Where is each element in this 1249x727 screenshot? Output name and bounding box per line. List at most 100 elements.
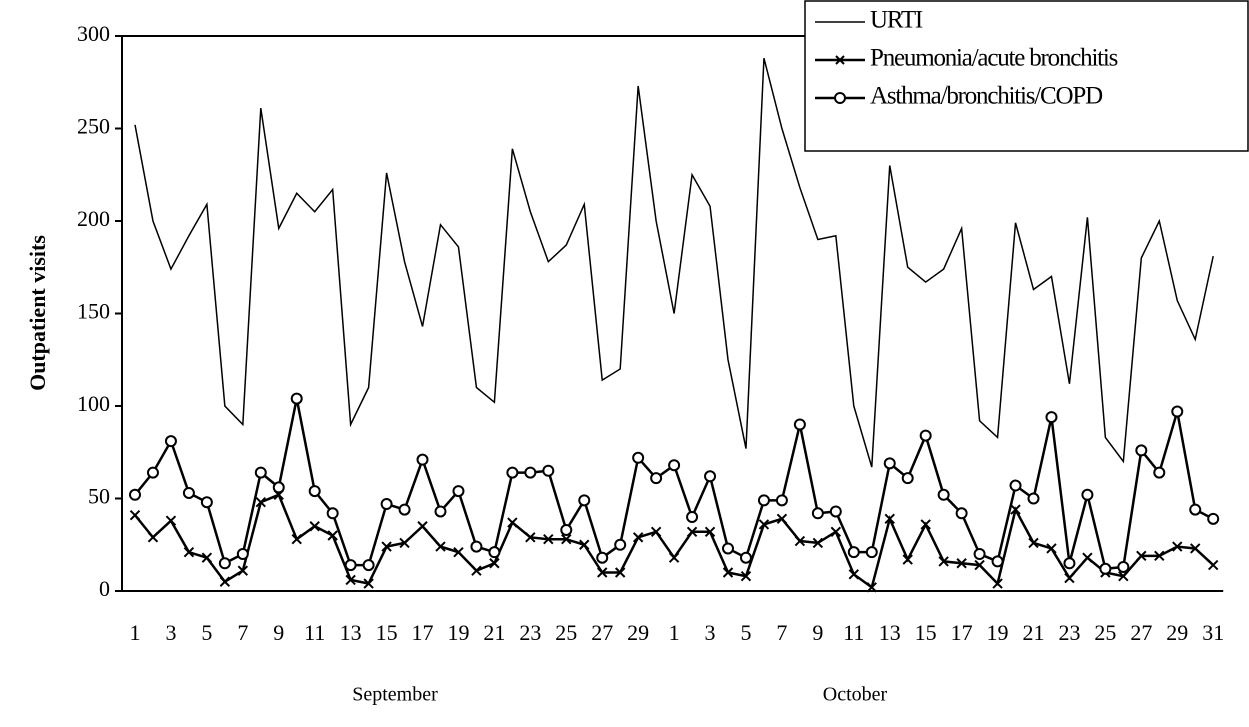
circle-marker — [1153, 466, 1166, 479]
circle-marker — [1207, 512, 1220, 525]
x-marker — [866, 582, 877, 593]
x-marker — [938, 556, 949, 567]
circle-marker — [883, 457, 896, 470]
x-marker — [561, 533, 572, 545]
y-tick-label: 150 — [77, 299, 110, 324]
circle-marker — [834, 92, 846, 104]
x-marker — [597, 567, 608, 578]
x-marker — [489, 558, 500, 569]
x-marker — [722, 567, 734, 578]
circle-marker — [452, 485, 465, 498]
circle-marker — [937, 488, 950, 501]
x-marker — [902, 554, 913, 565]
circle-marker — [560, 523, 573, 536]
circle-marker — [991, 555, 1004, 568]
circle-marker — [865, 546, 878, 559]
circle-marker — [686, 511, 699, 523]
circle-marker — [254, 466, 267, 479]
x-marker — [381, 541, 392, 552]
x-marker — [219, 576, 231, 587]
y-tick-label: 300 — [77, 21, 110, 46]
circle-marker — [416, 453, 429, 466]
legend-label: URTI — [870, 7, 923, 34]
month-label: September — [352, 684, 438, 706]
x-marker — [579, 539, 590, 550]
x-tick-label: 23 — [519, 620, 541, 645]
series-line — [134, 58, 1214, 468]
x-marker — [848, 569, 860, 580]
x-marker — [668, 552, 680, 563]
circle-marker — [1063, 557, 1076, 570]
x-tick-label: 23 — [1058, 620, 1080, 645]
circle-marker — [973, 548, 986, 560]
x-marker — [794, 535, 806, 547]
x-marker — [327, 530, 338, 541]
x-marker — [471, 565, 482, 576]
x-tick-label: 13 — [879, 620, 901, 645]
x-marker — [614, 567, 626, 578]
x-marker — [1118, 570, 1129, 582]
circle-marker — [614, 538, 627, 551]
x-tick-label: 11 — [843, 620, 864, 645]
x-tick-label: 21 — [1023, 620, 1045, 645]
circle-marker — [1009, 479, 1022, 492]
x-marker — [201, 552, 213, 563]
circle-marker — [506, 466, 519, 479]
x-tick-label: 1 — [130, 620, 141, 645]
x-marker — [884, 513, 895, 525]
x-marker — [1064, 572, 1075, 584]
circle-marker — [1081, 488, 1094, 501]
x-tick-label: 17 — [951, 620, 973, 645]
x-tick-label: 11 — [304, 620, 325, 645]
x-tick-label: 5 — [740, 620, 751, 645]
circle-marker — [919, 429, 932, 442]
legend-marker — [835, 55, 845, 65]
circle-marker — [182, 486, 195, 499]
x-marker — [1136, 550, 1147, 562]
x-marker — [345, 574, 356, 586]
x-tick-label: 5 — [201, 620, 212, 645]
x-marker — [956, 558, 967, 569]
x-marker — [417, 521, 428, 532]
x-marker — [650, 526, 662, 538]
x-tick-label: 9 — [273, 620, 284, 645]
circle-marker — [775, 494, 788, 507]
x-marker — [758, 519, 770, 530]
circle-marker — [668, 459, 681, 472]
circle-marker — [955, 507, 968, 520]
legend: URTI Pneumonia/acute bronchitis Asthma/bro… — [804, 0, 1249, 152]
circle-marker — [1099, 562, 1112, 575]
x-tick-label: 17 — [412, 620, 434, 645]
x-tick-label: 15 — [915, 620, 937, 645]
x-marker — [543, 533, 554, 545]
x-marker — [255, 496, 266, 508]
circle-marker — [470, 540, 483, 553]
x-marker — [1207, 559, 1219, 571]
circle-marker — [524, 466, 537, 479]
circle-marker — [1027, 492, 1040, 505]
circle-marker — [578, 494, 591, 507]
circle-marker — [344, 559, 357, 572]
x-marker — [835, 55, 845, 65]
series-line — [134, 398, 1214, 571]
x-tick-label: 19 — [987, 620, 1009, 645]
circle-marker — [650, 472, 663, 485]
x-marker — [147, 532, 159, 543]
x-marker — [1046, 543, 1057, 554]
circle-marker — [757, 494, 770, 507]
x-marker — [920, 519, 931, 530]
y-axis-label: Outpatient visits — [25, 235, 50, 391]
circle-marker — [164, 435, 177, 448]
x-tick-label: 13 — [340, 620, 362, 645]
x-marker — [165, 515, 177, 526]
x-tick-label: 25 — [555, 620, 577, 645]
circle-marker — [811, 507, 824, 520]
x-marker — [776, 513, 788, 525]
circle-marker — [236, 548, 249, 560]
x-marker — [812, 537, 824, 549]
circle-marker — [200, 496, 213, 509]
x-marker — [830, 526, 842, 538]
circle-marker — [218, 557, 231, 570]
x-tick-label: 29 — [1166, 620, 1188, 645]
x-tick-label: 1 — [669, 620, 680, 645]
